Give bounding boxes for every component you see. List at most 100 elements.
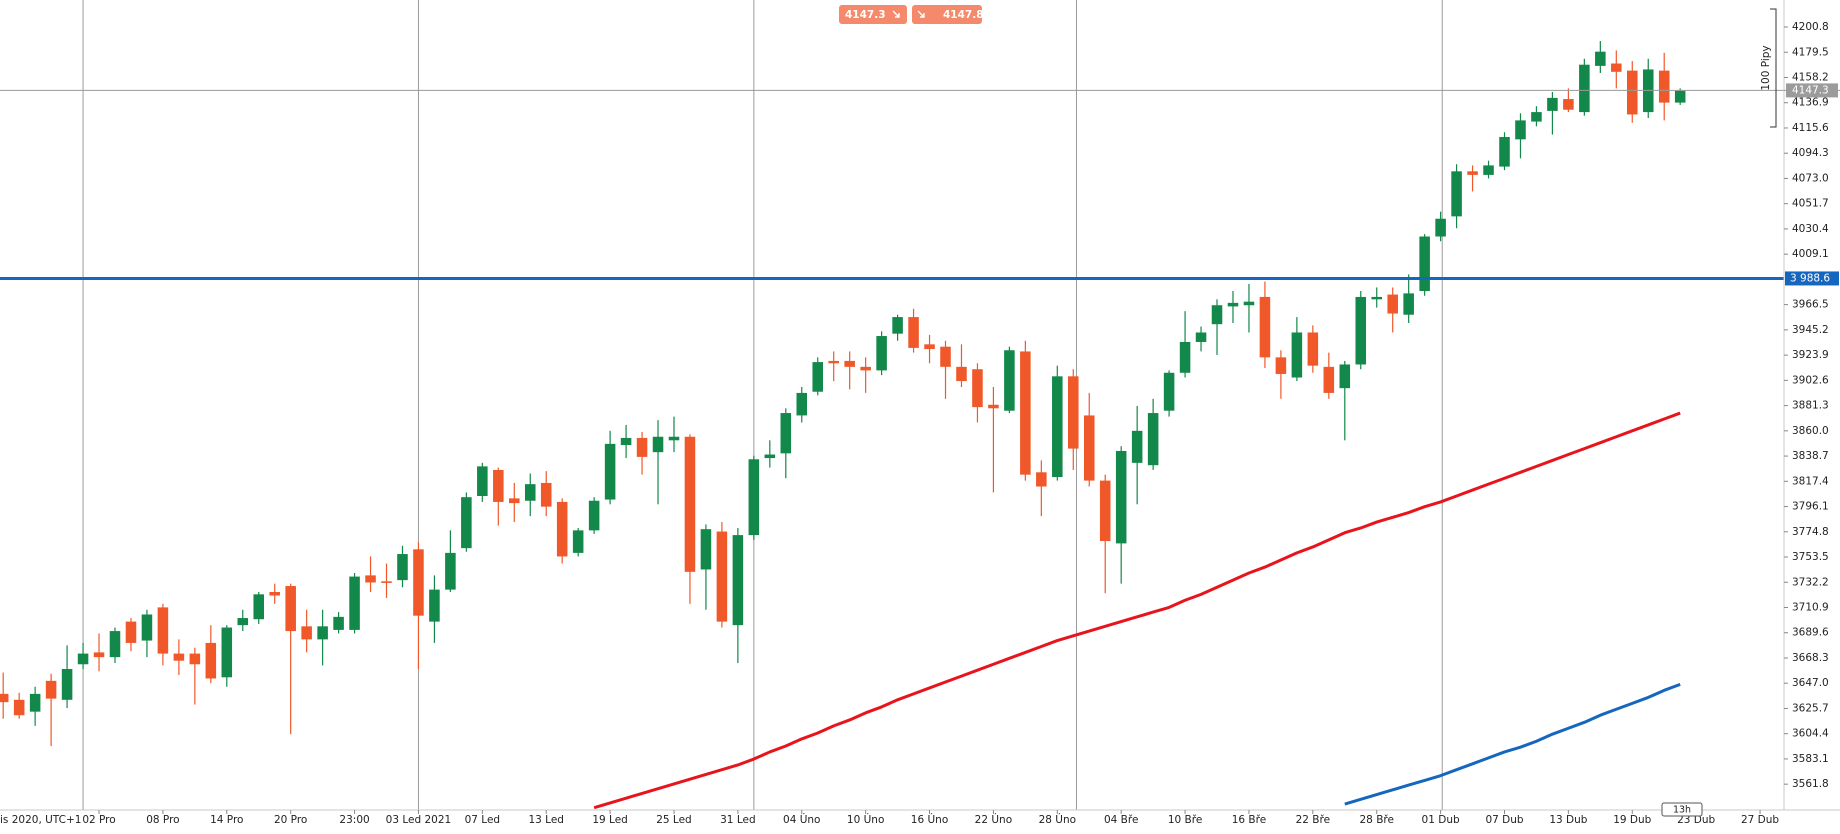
x-axis-caption: is 2020, UTC+1 bbox=[0, 814, 81, 826]
y-tick-label: 3838.7 bbox=[1792, 450, 1829, 462]
x-tick-label: 14 Pro bbox=[210, 814, 243, 826]
candle-body bbox=[1052, 376, 1063, 478]
candle-body bbox=[1531, 112, 1542, 122]
candle-body bbox=[812, 362, 824, 392]
candle-body bbox=[604, 443, 616, 500]
y-tick-label: 4051.7 bbox=[1792, 198, 1829, 210]
candle-body bbox=[29, 693, 41, 712]
candle-body bbox=[684, 436, 696, 572]
candle-body bbox=[1068, 376, 1079, 449]
candle-body bbox=[301, 626, 312, 640]
candle-body bbox=[1355, 296, 1367, 365]
candle-body bbox=[1563, 99, 1574, 110]
candle-body bbox=[556, 501, 568, 557]
y-tick-label: 3647.0 bbox=[1792, 677, 1829, 689]
candle-body bbox=[1307, 332, 1319, 366]
candle-body bbox=[1211, 305, 1223, 325]
candle-body bbox=[189, 653, 201, 665]
candle-body bbox=[1467, 171, 1478, 175]
candle-body bbox=[1515, 120, 1526, 140]
candle-body bbox=[1627, 70, 1638, 115]
candle-body bbox=[844, 360, 855, 367]
candle-body bbox=[1036, 472, 1047, 487]
candle-body bbox=[1147, 413, 1159, 466]
candle-body bbox=[1275, 357, 1287, 374]
x-tick-label: 22 Úno bbox=[975, 813, 1012, 826]
level-label: 3 988.6 bbox=[1790, 272, 1830, 284]
x-tick-label: 27 Dub bbox=[1741, 814, 1779, 826]
pip-ruler-label: 100 Pipy bbox=[1760, 45, 1772, 90]
sell-badge-box[interactable] bbox=[839, 5, 907, 24]
candle-body bbox=[956, 366, 967, 382]
y-tick-label: 4158.2 bbox=[1792, 71, 1829, 83]
candle-body bbox=[365, 575, 376, 583]
sell-badge-price[interactable]: 4147.3 bbox=[845, 9, 886, 21]
x-tick-label: 02 Pro bbox=[82, 814, 115, 826]
candle-body bbox=[572, 530, 584, 553]
x-tick-label: 25 Led bbox=[656, 814, 692, 826]
sell-badge[interactable]: 4147.3 bbox=[839, 5, 907, 24]
candle-body bbox=[1403, 293, 1414, 315]
candle-body bbox=[445, 552, 456, 590]
y-tick-label: 3710.9 bbox=[1792, 602, 1829, 614]
candle-body bbox=[237, 618, 249, 626]
candle-body bbox=[1179, 341, 1191, 373]
candle-body bbox=[93, 652, 105, 658]
y-tick-label: 4179.5 bbox=[1792, 46, 1829, 58]
x-tick-label: 07 Led bbox=[465, 814, 501, 826]
x-tick-label: 19 Led bbox=[592, 814, 628, 826]
candle-body bbox=[1435, 218, 1446, 237]
y-tick-label: 3945.2 bbox=[1792, 324, 1829, 336]
pip-ruler: 100 Pipy bbox=[1760, 8, 1777, 128]
y-tick-label: 3583.1 bbox=[1792, 753, 1829, 765]
x-tick-label: 03 Led 2021 bbox=[386, 814, 452, 826]
candle-body bbox=[540, 482, 552, 507]
candle-body bbox=[700, 529, 712, 570]
x-tick-label: 23:00 bbox=[339, 814, 369, 826]
candle-body bbox=[636, 437, 648, 457]
y-tick-label: 3881.3 bbox=[1792, 400, 1829, 412]
candle-body bbox=[1227, 302, 1239, 307]
x-tick-label: 04 Úno bbox=[783, 813, 820, 826]
buy-badge[interactable]: 4147.8 bbox=[912, 5, 984, 24]
moving-average-line bbox=[1344, 682, 1681, 806]
candle-body bbox=[1547, 97, 1558, 111]
y-tick-label: 3753.5 bbox=[1792, 551, 1829, 563]
moving-average-line bbox=[593, 411, 1681, 810]
candle-body bbox=[509, 498, 520, 504]
y-tick-label: 4073.0 bbox=[1792, 172, 1829, 184]
candle-body bbox=[61, 668, 73, 700]
buy-badge-price[interactable]: 4147.8 bbox=[943, 9, 984, 21]
x-tick-label: 16 Bře bbox=[1232, 814, 1266, 826]
candle-body bbox=[461, 497, 472, 549]
candle-body bbox=[285, 586, 296, 632]
candle-body bbox=[908, 317, 919, 348]
x-tick-label: 31 Led bbox=[720, 814, 756, 826]
countdown: 13h bbox=[1661, 802, 1703, 817]
candle-body bbox=[1419, 236, 1430, 292]
candle-body bbox=[77, 653, 89, 665]
candle-body bbox=[1259, 296, 1271, 358]
candle-body bbox=[1674, 90, 1686, 103]
level-label-box bbox=[1785, 271, 1839, 286]
candle-body bbox=[1163, 372, 1175, 411]
y-tick-label: 3966.5 bbox=[1792, 299, 1829, 311]
y-tick-label: 3625.7 bbox=[1792, 702, 1829, 714]
candle-body bbox=[1195, 332, 1207, 342]
x-tick-label: 22 Bře bbox=[1296, 814, 1330, 826]
buy-badge-box[interactable] bbox=[912, 5, 982, 24]
candle-body bbox=[1243, 301, 1255, 306]
candle-body bbox=[732, 535, 744, 626]
candle-body bbox=[397, 554, 408, 581]
candle-body bbox=[860, 366, 871, 371]
y-tick-label: 3796.1 bbox=[1792, 501, 1829, 513]
y-tick-label: 3817.4 bbox=[1792, 475, 1829, 487]
candle-body bbox=[205, 642, 217, 679]
axes: 4200.8 4179.5 4158.2 4136.9 4115.6 4094.3 4073… bbox=[0, 21, 1829, 826]
y-tick-label: 3923.9 bbox=[1792, 349, 1829, 361]
candle-body bbox=[0, 693, 9, 703]
candle-body bbox=[349, 576, 360, 630]
countdown-box bbox=[1661, 802, 1703, 817]
candle-body bbox=[141, 614, 153, 641]
candle-body bbox=[1611, 63, 1622, 72]
